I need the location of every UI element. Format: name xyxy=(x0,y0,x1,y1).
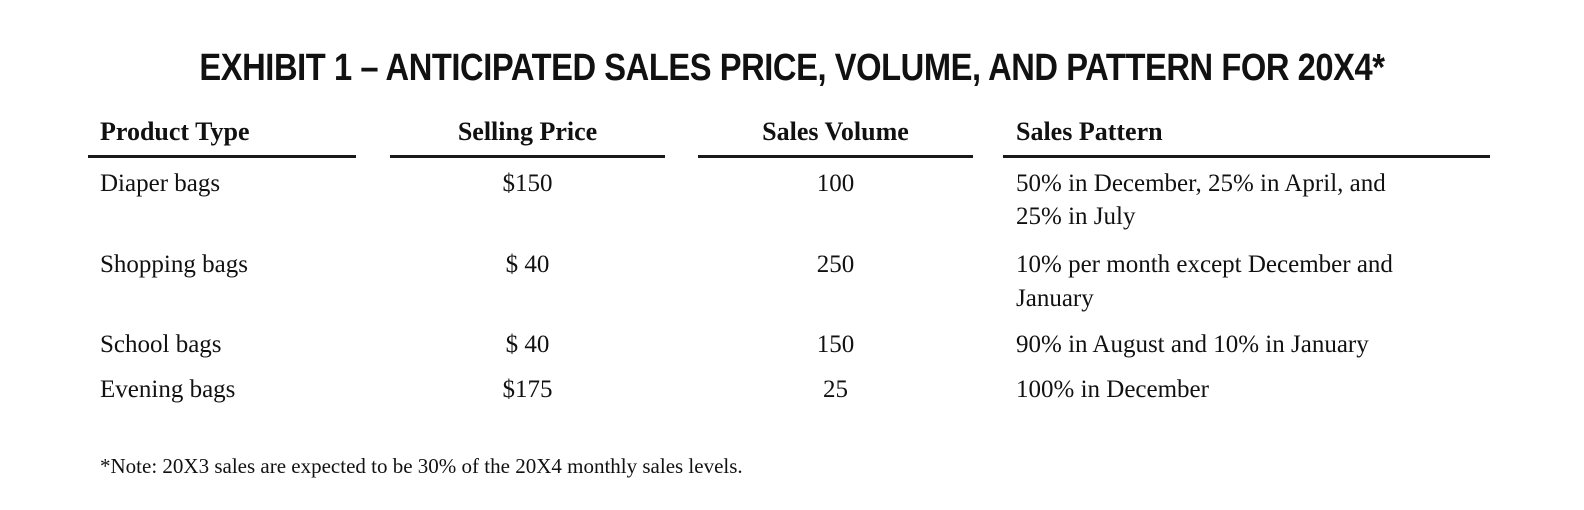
table-row-4-volume: 25 xyxy=(823,376,848,403)
header-sales-pattern: Sales Pattern xyxy=(1016,117,1163,146)
header-selling-price: Selling Price xyxy=(457,117,598,146)
table-row-1-volume: 100 xyxy=(816,170,855,197)
header-rule-product xyxy=(88,155,356,158)
header-rule-pattern xyxy=(1003,155,1490,158)
table-row-4-product: Evening bags xyxy=(100,376,236,403)
table-row-1-pattern-line1: 50% in December, 25% in April, and xyxy=(1016,170,1386,197)
footnote: *Note: 20X3 sales are expected to be 30%… xyxy=(100,454,743,478)
header-product-type: Product Type xyxy=(100,117,250,146)
table-row-4-price: $175 xyxy=(502,376,553,403)
table-row-1-product: Diaper bags xyxy=(100,170,221,197)
header-sales-volume: Sales Volume xyxy=(762,117,909,146)
table-row-2-pattern-line1: 10% per month except December and xyxy=(1016,251,1393,278)
table-row-1-pattern-line2: 25% in July xyxy=(1016,203,1136,230)
table-row-4-pattern-line1: 100% in December xyxy=(1016,376,1209,403)
table-row-2-pattern-line2: January xyxy=(1016,285,1094,312)
table-row-3-volume: 150 xyxy=(816,331,855,358)
table-row-2-price: $ 40 xyxy=(505,251,550,278)
exhibit-title: EXHIBIT 1 – ANTICIPATED SALES PRICE, VOL… xyxy=(199,47,1385,89)
table-row-3-pattern-line1: 90% in August and 10% in January xyxy=(1016,331,1369,358)
table-row-1-price: $150 xyxy=(502,170,553,197)
table-row-3-price: $ 40 xyxy=(505,331,550,358)
header-rule-volume xyxy=(698,155,973,158)
table-row-3-product: School bags xyxy=(100,331,222,358)
table-row-2-volume: 250 xyxy=(816,251,855,278)
header-rule-price xyxy=(390,155,665,158)
table-row-2-product: Shopping bags xyxy=(100,251,248,278)
